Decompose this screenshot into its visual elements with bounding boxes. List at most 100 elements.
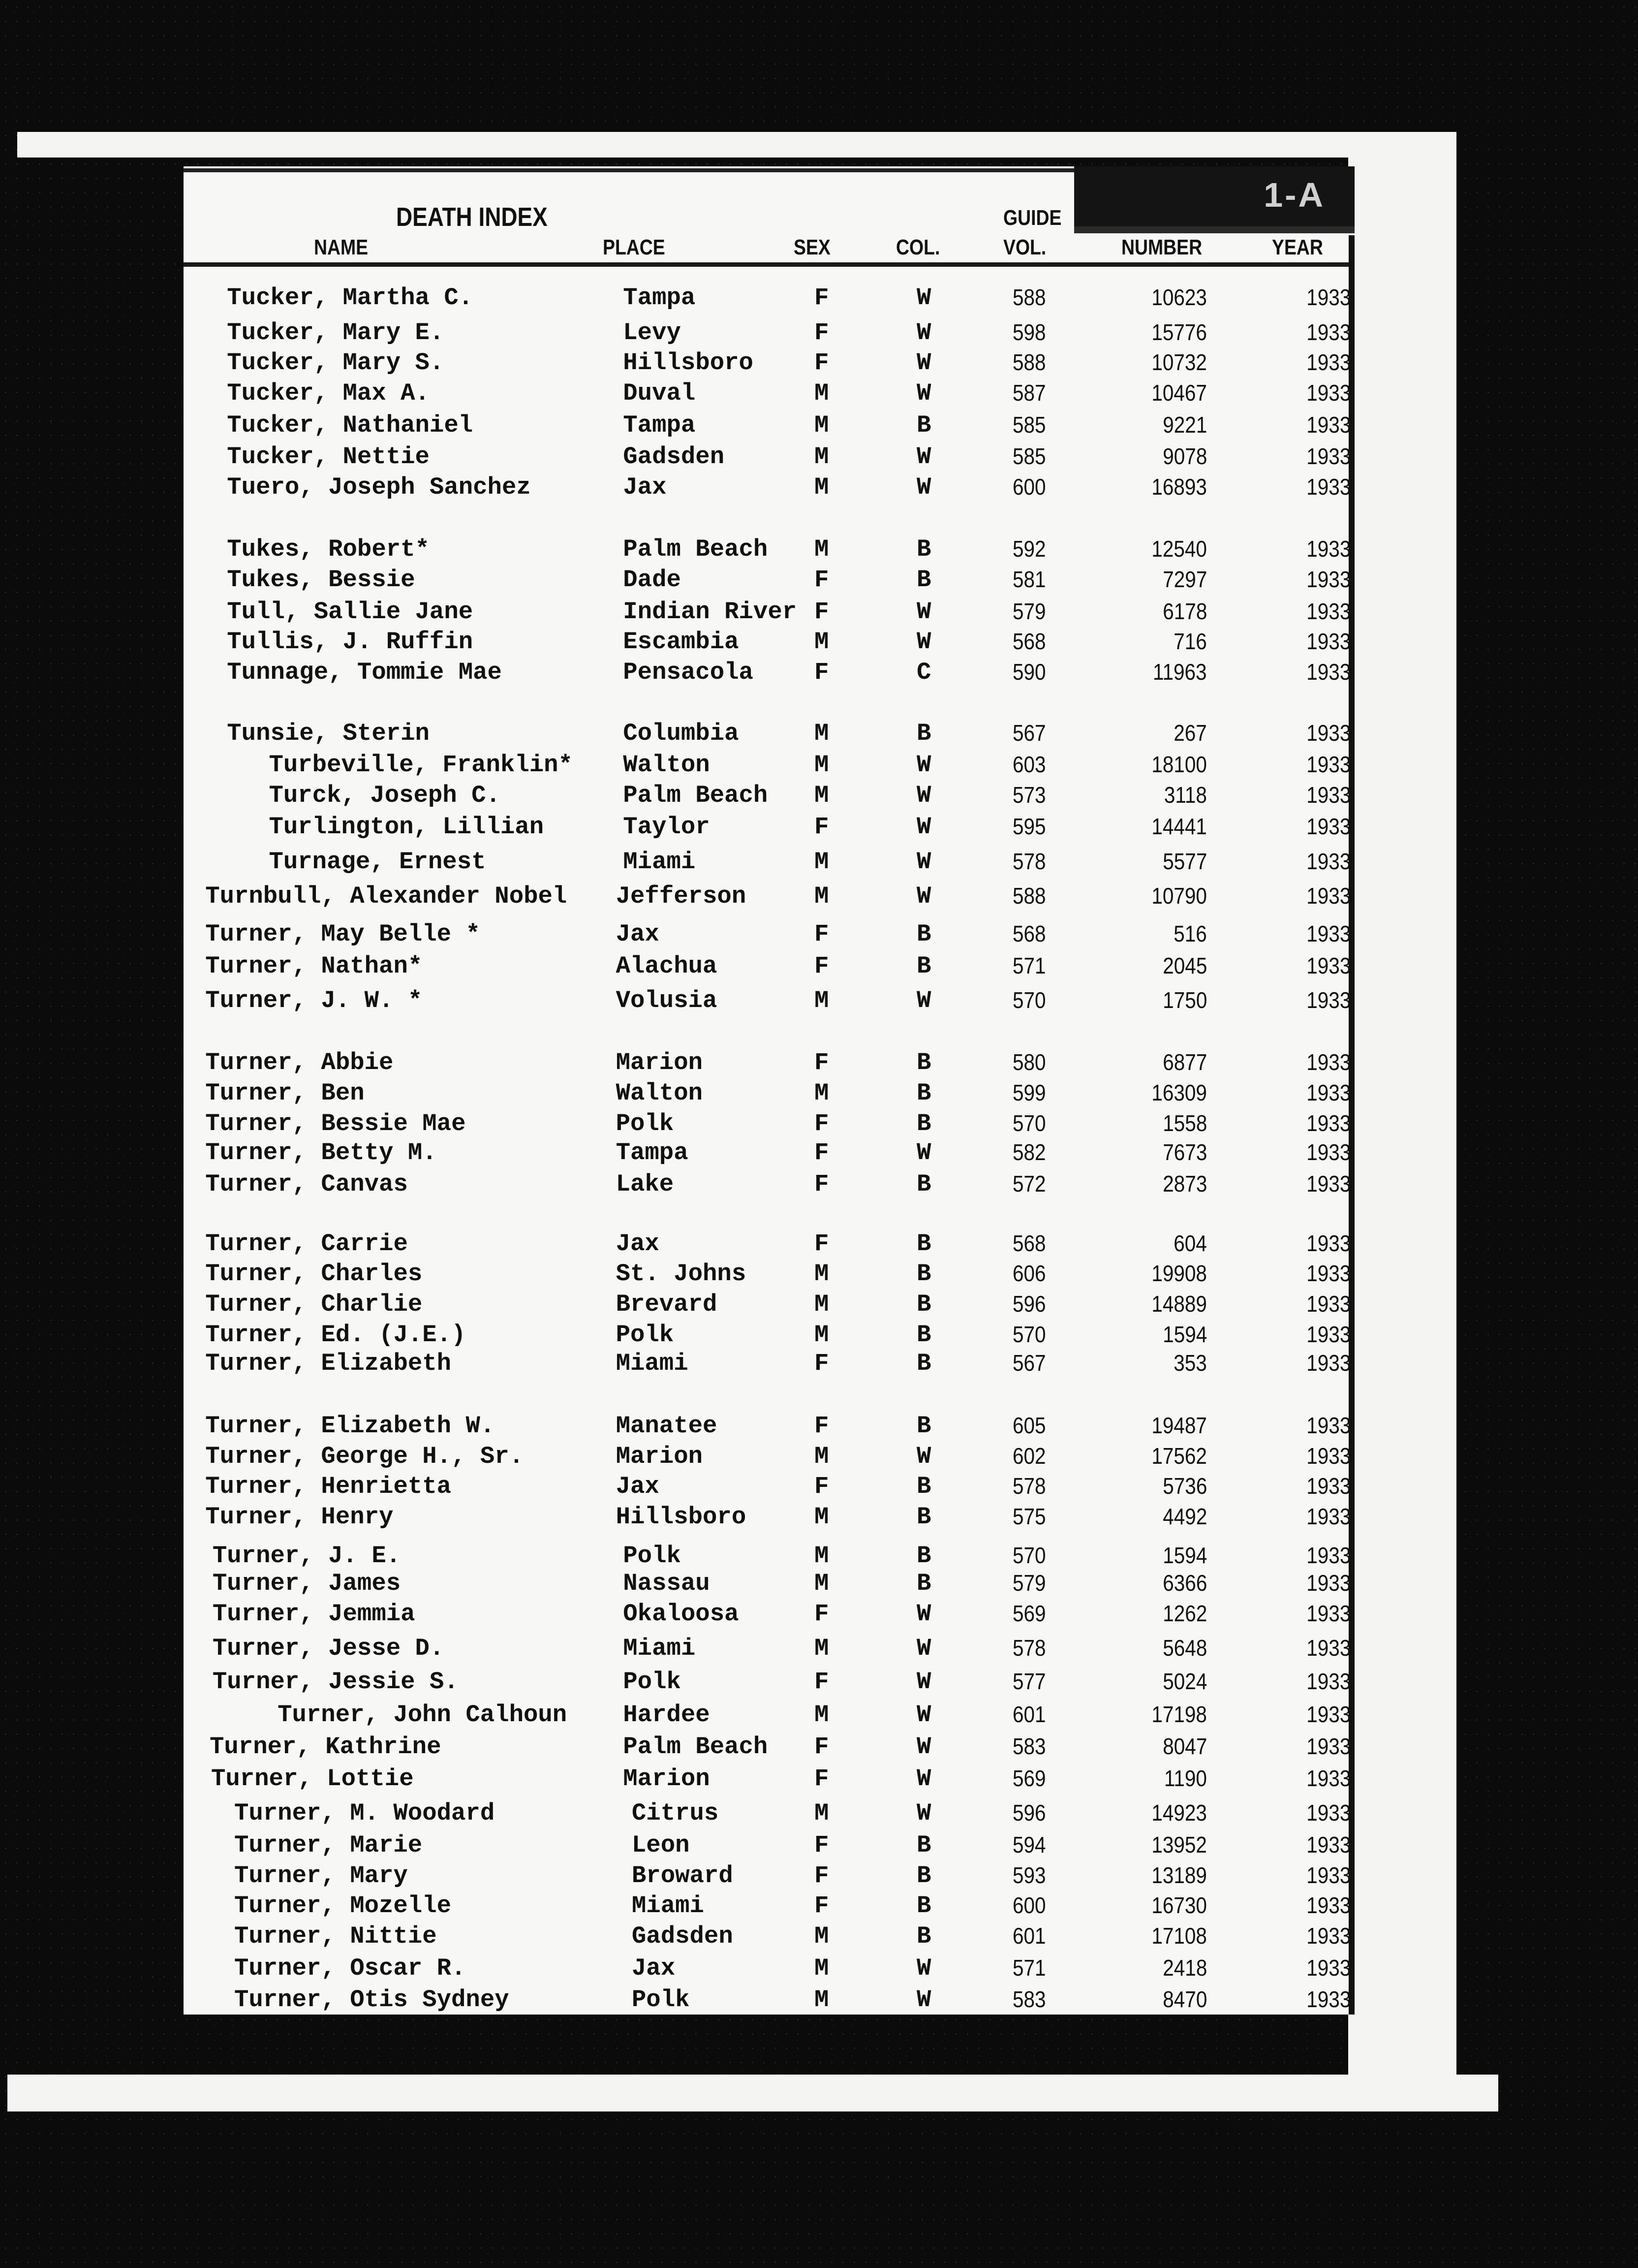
cell-number: 13952	[1151, 1831, 1207, 1858]
table-row: Turlington, Lillian Taylor F W 595 14441 1933	[184, 813, 1355, 844]
cell-number: 7673	[1162, 1139, 1207, 1165]
cell-number: 15776	[1151, 319, 1207, 345]
cell-sex: F	[814, 1170, 829, 1198]
cell-sex: F	[814, 813, 829, 841]
cell-col: W	[917, 598, 931, 626]
cell-sex: M	[814, 1635, 829, 1663]
cell-name: Tucker, Nathaniel	[227, 411, 473, 439]
cell-place: Jax	[631, 1954, 676, 1982]
cell-col: W	[917, 813, 931, 841]
cell-vol: 570	[1013, 1110, 1046, 1136]
cell-place: Volusia	[616, 987, 717, 1015]
cell-place: Citrus	[631, 1799, 719, 1827]
cell-vol: 569	[1013, 1765, 1046, 1791]
table-row: Turner, J. E. Polk M B 570 1594 1933	[184, 1542, 1355, 1573]
cell-vol: 590	[1013, 659, 1046, 685]
cell-sex: M	[814, 411, 829, 439]
cell-col: W	[917, 473, 931, 502]
cell-vol: 569	[1013, 1600, 1046, 1626]
cell-number: 2873	[1162, 1171, 1207, 1197]
cell-year: 1933	[1306, 1765, 1351, 1791]
table-row: Turnbull, Alexander Nobel Jefferson M W 588 1…	[184, 882, 1355, 913]
cell-year: 1933	[1306, 1800, 1351, 1826]
cell-sex: M	[814, 1542, 829, 1570]
cell-name: Turner, Carrie	[205, 1229, 408, 1258]
cell-sex: M	[814, 1503, 829, 1531]
cell-name: Turner, Charles	[205, 1260, 423, 1288]
cell-sex: F	[814, 1861, 829, 1890]
cell-place: Hardee	[623, 1701, 710, 1729]
cell-year: 1933	[1306, 1922, 1351, 1949]
cell-number: 13189	[1151, 1862, 1207, 1888]
cell-vol: 585	[1013, 443, 1046, 470]
cell-number: 267	[1174, 720, 1207, 746]
col-header-sex: SEX	[794, 235, 831, 259]
cell-number: 516	[1174, 920, 1207, 946]
cell-place: Indian River	[623, 598, 797, 626]
cell-vol: 579	[1013, 1570, 1046, 1596]
cell-col: B	[917, 536, 931, 564]
cell-sex: F	[814, 1473, 829, 1501]
cell-year: 1933	[1306, 1503, 1351, 1529]
table-row: Turner, Bessie Mae Polk F B 570 1558 1933	[184, 1110, 1355, 1140]
cell-col: B	[917, 1473, 931, 1501]
cell-name: Tuero, Joseph Sanchez	[227, 473, 531, 502]
paper-bottom-strip	[7, 2075, 1498, 2111]
cell-year: 1933	[1306, 659, 1351, 685]
cell-number: 8470	[1162, 1986, 1207, 2013]
cell-vol: 571	[1013, 952, 1046, 978]
cell-number: 14889	[1151, 1291, 1207, 1317]
cell-vol: 573	[1013, 782, 1046, 808]
cell-col: W	[917, 1701, 931, 1729]
cell-vol: 600	[1013, 1892, 1046, 1919]
cell-year: 1933	[1306, 987, 1351, 1013]
table-row: Turner, Ben Walton M B 599 16309 1933	[184, 1079, 1355, 1110]
cell-col: W	[917, 1954, 931, 1982]
cell-number: 10790	[1151, 883, 1207, 909]
cell-sex: M	[814, 719, 829, 747]
cell-sex: F	[814, 566, 829, 594]
cell-name: Turner, Ed. (J.E.)	[205, 1321, 466, 1349]
table-row: Turner, Nittie Gadsden M B 601 17108 1933	[184, 1922, 1355, 1953]
cell-col: B	[917, 1412, 931, 1440]
cell-number: 2418	[1162, 1954, 1207, 1981]
cell-place: Jefferson	[616, 882, 746, 911]
cell-sex: M	[814, 751, 829, 779]
cell-name: Tull, Sallie Jane	[227, 598, 473, 626]
cell-sex: F	[814, 1412, 829, 1440]
table-row: Turner, Elizabeth Miami F B 567 353 1933	[184, 1350, 1355, 1380]
cell-place: Marion	[616, 1049, 703, 1077]
cell-number: 2045	[1162, 952, 1207, 978]
cell-number: 1262	[1162, 1600, 1207, 1626]
cell-place: Broward	[631, 1861, 733, 1890]
cell-place: Jax	[616, 1229, 659, 1258]
cell-col: B	[917, 920, 931, 948]
cell-year: 1933	[1306, 1171, 1351, 1197]
cell-col: W	[917, 987, 931, 1015]
cell-year: 1933	[1306, 319, 1351, 345]
cell-number: 10467	[1151, 380, 1207, 406]
table-row: Tull, Sallie Jane Indian River F W 579 6178 19…	[184, 598, 1355, 629]
cell-place: Hillsboro	[616, 1503, 746, 1531]
cell-col: W	[917, 1986, 931, 2014]
cell-place: Polk	[623, 1542, 681, 1570]
cell-year: 1933	[1306, 1862, 1351, 1888]
cell-sex: F	[814, 952, 829, 980]
cell-place: Nassau	[623, 1570, 710, 1598]
cell-vol: 601	[1013, 1701, 1046, 1728]
table-row: Turner, Henrietta Jax F B 578 5736 1933	[184, 1473, 1355, 1503]
cell-year: 1933	[1306, 1831, 1351, 1858]
cell-year: 1933	[1306, 567, 1351, 593]
cell-col: B	[917, 1170, 931, 1198]
cell-year: 1933	[1306, 1321, 1351, 1347]
page-id-label: 1-A	[1264, 176, 1325, 214]
cell-vol: 602	[1013, 1443, 1046, 1469]
cell-col: W	[917, 1799, 931, 1827]
cell-name: Tunnage, Tommie Mae	[227, 659, 502, 687]
cell-vol: 567	[1013, 1350, 1046, 1376]
cell-number: 6178	[1162, 598, 1207, 624]
cell-place: Dade	[623, 566, 681, 594]
cell-place: Gadsden	[631, 1922, 733, 1950]
cell-sex: F	[814, 1229, 829, 1258]
cell-vol: 578	[1013, 1635, 1046, 1661]
